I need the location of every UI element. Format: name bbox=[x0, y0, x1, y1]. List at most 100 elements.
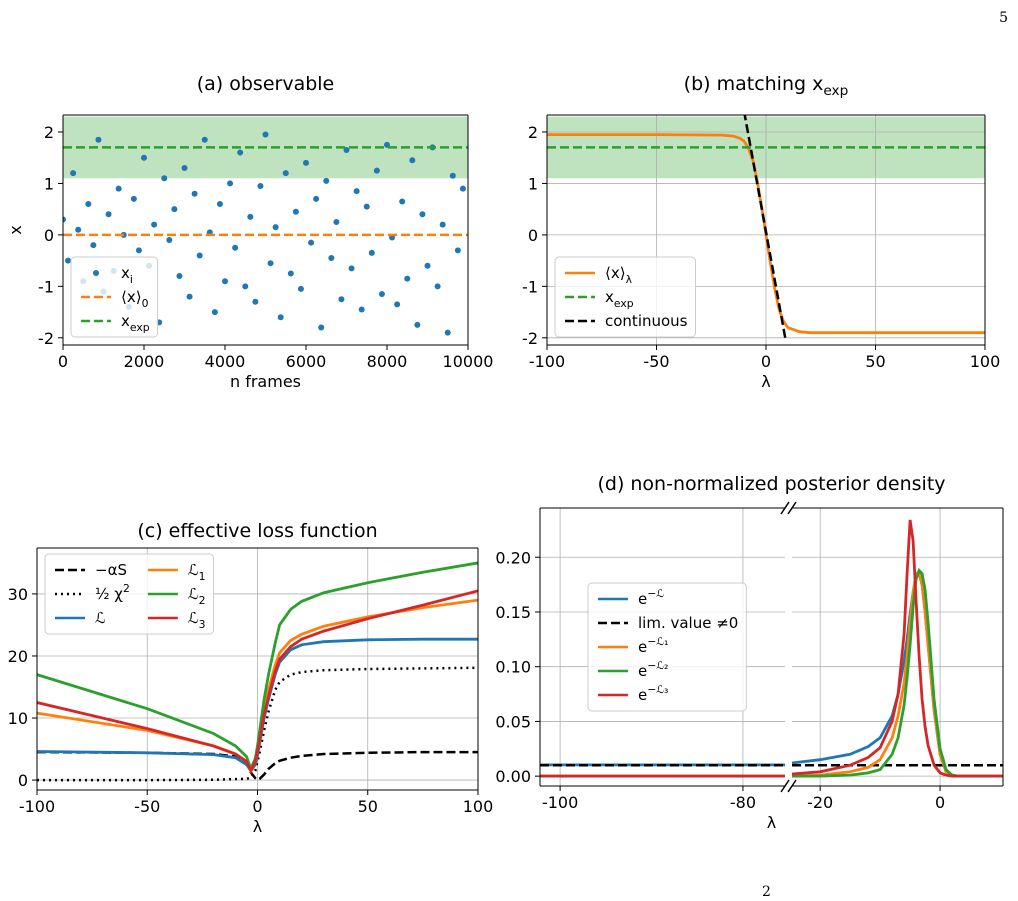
plot-area bbox=[547, 115, 985, 345]
scatter-point bbox=[237, 149, 244, 156]
legend-label: xexp bbox=[121, 312, 150, 334]
line-series bbox=[791, 570, 1003, 778]
scatter-point bbox=[95, 136, 102, 143]
y-tick-label: 0 bbox=[528, 226, 538, 245]
scatter-point bbox=[115, 185, 122, 192]
legend-label: −αS bbox=[95, 561, 127, 579]
axis-break bbox=[780, 779, 790, 793]
scatter-point bbox=[63, 216, 66, 223]
y-tick-label: -2 bbox=[38, 329, 54, 348]
y-tick-label: 30 bbox=[8, 585, 28, 604]
scatter-point bbox=[176, 273, 183, 280]
scatter-point bbox=[267, 260, 274, 267]
scatter-point bbox=[434, 283, 441, 290]
x-tick-label: 4000 bbox=[205, 352, 246, 371]
legend-label: e−ℒ₁ bbox=[638, 635, 668, 656]
x-tick-label: 100 bbox=[970, 352, 1001, 371]
x-tick-label: -80 bbox=[730, 793, 756, 812]
y-tick-label: 1 bbox=[44, 174, 54, 193]
scatter-point bbox=[353, 188, 360, 195]
legend-label: xexp bbox=[605, 288, 634, 310]
axis-break bbox=[787, 501, 797, 515]
x-tick-label: 50 bbox=[358, 797, 378, 816]
y-tick-label: 0.20 bbox=[495, 548, 531, 567]
scatter-point bbox=[65, 257, 72, 264]
line-series bbox=[791, 570, 1003, 778]
scatter-point bbox=[378, 291, 385, 298]
x-tick-label: 2000 bbox=[124, 352, 165, 371]
legend-box bbox=[587, 582, 747, 712]
line-series bbox=[791, 519, 1003, 778]
plot-area bbox=[37, 548, 478, 790]
scatter-point bbox=[303, 159, 309, 166]
y-tick-label: 0.05 bbox=[495, 712, 531, 731]
scatter-point bbox=[201, 136, 208, 143]
scatter-point bbox=[394, 301, 401, 308]
y-tick-label: 1 bbox=[528, 174, 538, 193]
scatter-point bbox=[171, 206, 178, 213]
scatter-point bbox=[232, 244, 239, 251]
scatter-point bbox=[333, 219, 340, 226]
scatter-point bbox=[70, 170, 77, 177]
scatter-point bbox=[186, 293, 193, 300]
legend-label: ℒ3 bbox=[188, 609, 206, 631]
x-axis-label: n frames bbox=[230, 372, 301, 391]
scatter-point bbox=[454, 247, 461, 254]
x-tick-label: -50 bbox=[643, 352, 669, 371]
scatter-point bbox=[262, 131, 269, 138]
axis-break bbox=[780, 501, 790, 515]
scatter-point bbox=[287, 270, 294, 277]
scatter-point bbox=[444, 329, 451, 336]
scatter-point bbox=[227, 180, 234, 187]
scatter-point bbox=[439, 221, 446, 228]
y-tick-label: 2 bbox=[528, 123, 538, 142]
x-tick-label: 0 bbox=[252, 797, 262, 816]
scatter-point bbox=[151, 221, 158, 228]
chart-title: (a) observable bbox=[197, 73, 335, 95]
legend: e−ℒ lim. value ≠0 e−ℒ₁ e−ℒ₂ e−ℒ₃ bbox=[587, 582, 747, 712]
x-tick-label: -100 bbox=[19, 797, 55, 816]
scatter-point bbox=[318, 324, 325, 331]
legend-box bbox=[554, 256, 696, 338]
line-series bbox=[37, 561, 478, 773]
legend-box bbox=[44, 553, 215, 635]
y-tick-label: 0.00 bbox=[495, 767, 531, 786]
y-tick-label: 0.15 bbox=[495, 603, 531, 622]
scatter-point bbox=[247, 213, 254, 220]
scatter-point bbox=[292, 208, 299, 215]
scatter-point bbox=[257, 183, 264, 190]
legend-label: ⟨x⟩λ bbox=[605, 264, 633, 286]
x-axis-label: λ bbox=[253, 817, 262, 836]
scatter-point bbox=[196, 252, 203, 259]
scatter-point bbox=[373, 167, 380, 174]
legend-label: e−ℒ₂ bbox=[638, 659, 668, 680]
x-tick-label: -50 bbox=[134, 797, 160, 816]
scatter-point bbox=[105, 211, 112, 218]
scatter-point bbox=[399, 198, 406, 205]
scatter-point bbox=[308, 239, 315, 246]
scatter-point bbox=[272, 224, 279, 231]
x-tick-label: 10000 bbox=[443, 352, 494, 371]
x-tick-label: 100 bbox=[463, 797, 494, 816]
x-tick-label: 0 bbox=[761, 352, 771, 371]
y-tick-label: 0.10 bbox=[495, 658, 531, 677]
scatter-point bbox=[211, 309, 218, 316]
x-tick-label: 0 bbox=[58, 352, 68, 371]
chart-title: (b) matching xexp bbox=[684, 73, 849, 99]
scatter-point bbox=[135, 247, 142, 254]
scatter-point bbox=[368, 249, 375, 256]
scatter-point bbox=[419, 211, 426, 218]
legend-label: ½ χ2 bbox=[95, 582, 130, 603]
y-tick-label: 0 bbox=[18, 771, 28, 790]
scatter-point bbox=[161, 175, 168, 182]
legend-box bbox=[70, 256, 159, 338]
y-tick-label: -1 bbox=[38, 277, 54, 296]
scatter-point bbox=[459, 185, 466, 192]
y-tick-label: -1 bbox=[522, 277, 538, 296]
y-axis-label: x bbox=[6, 225, 25, 234]
line-series bbox=[37, 589, 478, 775]
scatter-point bbox=[166, 237, 173, 244]
scatter-point bbox=[424, 262, 431, 269]
